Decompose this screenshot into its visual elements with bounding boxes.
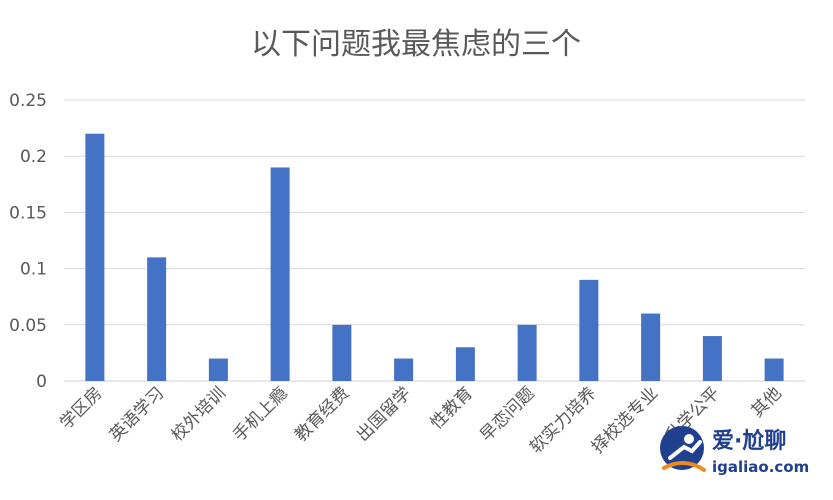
bar bbox=[702, 336, 722, 381]
chart-title: 以下问题我最焦虑的三个 bbox=[251, 27, 581, 62]
bar bbox=[579, 279, 599, 381]
x-category-label: 教育经费 bbox=[291, 383, 353, 445]
x-category-label: 早恋问题 bbox=[476, 383, 539, 446]
y-tick-label: 0.1 bbox=[20, 260, 47, 280]
y-axis-tick-labels: 0 0.05 0.1 0.15 0.2 0.25 bbox=[9, 91, 47, 392]
bar bbox=[517, 324, 537, 381]
bar bbox=[147, 257, 167, 381]
y-tick-label: 0.15 bbox=[9, 203, 47, 223]
bar bbox=[641, 313, 661, 381]
x-category-label: 校外培训 bbox=[168, 383, 230, 445]
x-category-label: 性教育 bbox=[427, 383, 477, 433]
x-category-label: 其他 bbox=[747, 383, 785, 421]
watermark-url: igaliao.com bbox=[712, 458, 809, 476]
bar bbox=[455, 347, 475, 381]
x-category-label: 出国留学 bbox=[353, 383, 415, 445]
bar bbox=[764, 358, 784, 381]
site-watermark: 爱·尬聊 igaliao.com bbox=[660, 426, 809, 476]
gridlines bbox=[64, 99, 805, 382]
bar bbox=[394, 358, 414, 381]
x-category-label: 择校选专业 bbox=[588, 383, 662, 457]
x-category-label: 英语学习 bbox=[106, 383, 168, 445]
bar bbox=[208, 358, 228, 381]
bar bbox=[270, 167, 290, 381]
y-tick-label: 0.2 bbox=[20, 147, 47, 167]
y-tick-label: 0 bbox=[36, 372, 47, 392]
y-tick-label: 0.25 bbox=[9, 91, 47, 111]
watermark-logo-icon bbox=[660, 426, 706, 472]
x-category-label: 学区房 bbox=[56, 383, 106, 433]
watermark-name: 爱·尬聊 bbox=[712, 428, 786, 454]
bar bbox=[85, 133, 105, 381]
x-category-label: 软实力培养 bbox=[526, 383, 600, 457]
bar bbox=[332, 324, 352, 381]
bars bbox=[85, 133, 784, 381]
y-tick-label: 0.05 bbox=[9, 316, 47, 336]
x-category-label: 手机上瘾 bbox=[229, 383, 291, 445]
